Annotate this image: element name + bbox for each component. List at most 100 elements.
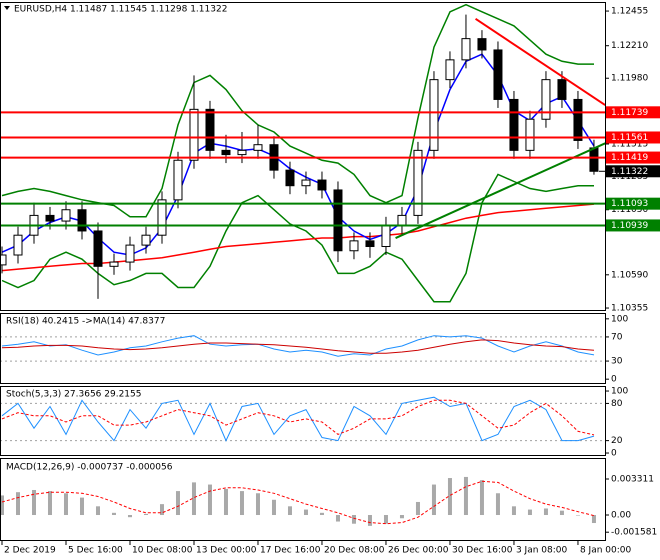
histogram-bar — [495, 493, 500, 516]
histogram-bar — [591, 515, 596, 524]
histogram-bar — [159, 504, 164, 516]
histogram-bar — [351, 515, 356, 524]
histogram-bar — [415, 501, 420, 516]
histogram-bar — [47, 491, 52, 516]
candle-body — [109, 261, 119, 267]
y-tick-label: 1.10590 — [611, 270, 648, 280]
histogram-bar — [527, 509, 532, 516]
histogram-bar — [223, 488, 228, 516]
y-tick-label: 1.11050 — [611, 205, 648, 215]
indicator-line — [1, 396, 595, 442]
histogram-bar — [15, 492, 20, 516]
rsi-pane-frame — [0, 313, 606, 384]
histogram-bar — [287, 506, 292, 516]
candle-body — [589, 147, 599, 172]
candle-body — [461, 38, 471, 61]
histogram-bar — [207, 484, 212, 516]
y-tick-label: 0 — [611, 375, 617, 385]
x-tick-label: 3 Jan 08:00 — [516, 546, 568, 556]
price-label-box — [606, 165, 660, 178]
indicator-line — [1, 339, 595, 354]
histogram-bar — [367, 515, 372, 526]
y-tick-label: 0.003311 — [611, 474, 654, 484]
level-label: 1.11093 — [611, 199, 648, 209]
y-tick-label: 30 — [611, 357, 623, 367]
candle-body — [237, 149, 247, 156]
main-pane-frame — [0, 2, 606, 311]
x-tick-label: 13 Dec 00:00 — [196, 546, 257, 556]
y-tick-label: 1.12455 — [611, 7, 648, 17]
candle-body — [429, 79, 439, 151]
macd-pane-frame — [0, 458, 606, 541]
level-label: 1.11739 — [611, 108, 648, 118]
x-tick-label: 2 Dec 2019 — [4, 546, 56, 556]
x-tick-label: 26 Dec 00:00 — [388, 546, 449, 556]
level-label: 1.11561 — [611, 133, 648, 143]
candle-body — [61, 209, 71, 222]
trendline — [395, 142, 606, 239]
panel-title: Stoch(5,3,3) 27.3656 29.2155 — [6, 390, 141, 400]
y-tick-label: 20 — [611, 436, 623, 446]
candle-body — [253, 144, 263, 151]
histogram-bar — [79, 497, 84, 516]
y-tick-label: 100 — [611, 314, 628, 324]
candle-body — [573, 98, 583, 141]
histogram-bar — [111, 512, 116, 516]
y-tick-label: 100 — [611, 387, 628, 397]
candle-body — [125, 244, 135, 263]
plot-layer: 1.124551.122101.119801.115151.112851.110… — [0, 3, 657, 538]
candle-body — [301, 179, 311, 187]
indicator-line — [1, 399, 595, 436]
price-label: 1.11322 — [611, 167, 648, 177]
symbol-icon — [4, 6, 10, 10]
y-tick-label: 1.12210 — [611, 41, 648, 51]
histogram-bar — [127, 515, 132, 518]
histogram-bar — [191, 482, 196, 516]
histogram-bar — [431, 484, 436, 516]
candle-body — [477, 38, 487, 51]
candle-body — [349, 240, 359, 252]
chart-title: EURUSD,H4 1.11487 1.11545 1.11298 1.1132… — [14, 5, 227, 15]
trendline — [475, 18, 606, 106]
histogram-bar — [95, 506, 100, 516]
histogram-bar — [383, 515, 388, 524]
candle-body — [333, 189, 343, 252]
histogram-bar — [543, 508, 548, 516]
level-label: 1.10939 — [611, 221, 648, 231]
candle-body — [381, 224, 391, 248]
candle-body — [221, 149, 231, 156]
histogram-bar — [335, 515, 340, 522]
histogram-bar — [319, 512, 324, 516]
y-tick-label: 1.11980 — [611, 74, 648, 84]
candle-body — [509, 98, 519, 151]
level-label-box — [606, 106, 660, 119]
histogram-bar — [479, 480, 484, 516]
x-tick-label: 5 Dec 16:00 — [68, 546, 123, 556]
histogram-bar — [559, 510, 564, 516]
candle-body — [157, 199, 167, 236]
candle-body — [173, 159, 183, 201]
candle-body — [77, 209, 87, 232]
y-tick-label: -0.001581 — [611, 528, 657, 538]
panel-title: RSI(18) 40.2415 ->MA(14) 47.8377 — [6, 317, 165, 327]
histogram-bar — [447, 478, 452, 516]
indicator-line — [1, 335, 595, 357]
x-tick-label: 17 Dec 16:00 — [260, 546, 321, 556]
level-label: 1.11419 — [611, 153, 648, 163]
histogram-bar — [303, 509, 308, 516]
histogram-bar — [399, 515, 404, 519]
candle-body — [365, 240, 375, 248]
candle-body — [285, 169, 295, 187]
x-tick-label: 30 Dec 16:00 — [452, 546, 513, 556]
y-tick-label: 80 — [611, 399, 623, 409]
level-label-box — [606, 197, 660, 210]
histogram-bar — [255, 493, 260, 516]
level-label-box — [606, 151, 660, 164]
candle-body — [397, 214, 407, 226]
histogram-bar — [271, 499, 276, 516]
indicator-line — [1, 480, 595, 525]
stoch-pane-frame — [0, 386, 606, 456]
level-label-box — [606, 131, 660, 144]
histogram-bar — [175, 491, 180, 516]
